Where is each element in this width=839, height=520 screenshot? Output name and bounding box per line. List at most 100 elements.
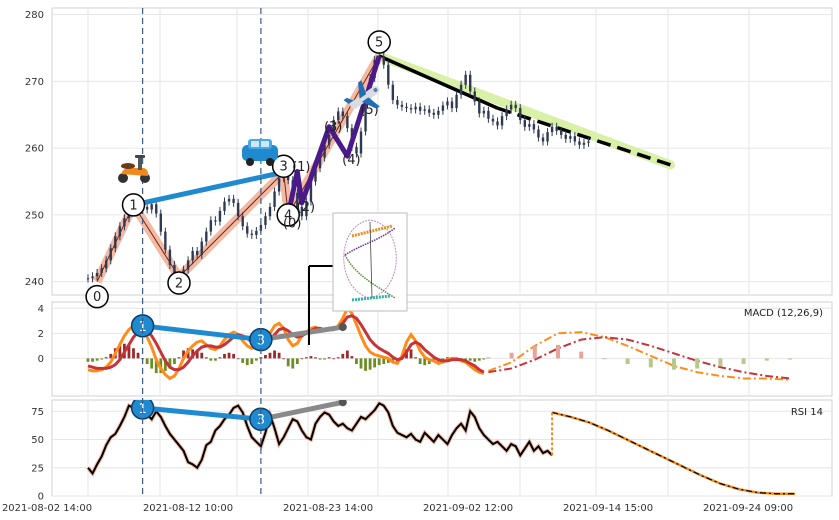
macd-hist-bar [254,358,258,361]
macd-wave-link [140,323,264,343]
candle-body [305,201,308,217]
y-tick-label: 75 [31,407,44,418]
candle-body [259,224,263,231]
wave-point-circle [85,284,109,309]
candle-body [346,116,349,129]
candle-body [218,210,222,222]
candle-body [337,111,340,121]
macd-projection-bar [556,344,560,359]
candle-body [528,124,531,127]
candle-body [236,202,240,217]
scooter-icon [118,155,150,183]
candle-body [309,181,313,202]
macd-wave5-link [258,324,346,343]
candle-body [423,109,426,111]
macd-hist-bar [345,350,349,359]
wave-point-circle [271,154,296,178]
candle-body [209,220,213,232]
candle-body [487,110,490,119]
candle-body [100,268,103,273]
candle-body [191,250,194,261]
rsi-wave5-link [258,400,346,422]
macd-projection [486,331,792,381]
signal-line [87,314,485,374]
macd-hist-bar [382,358,386,365]
candle-body [159,213,162,232]
x-tick-label: 2021-08-12 10:00 [143,503,233,514]
macd-hist-bar [314,357,317,359]
candle-body [496,121,499,126]
macd-projection-bar [672,358,676,370]
candle-body [450,101,454,109]
candle-body [587,141,590,143]
candle-body [391,84,395,101]
macd-title: MACD (12,26,9) [744,308,823,319]
macd-hist-bar [136,352,140,359]
macd-hist-bar [286,358,290,367]
candle-body [145,206,149,210]
macd-hist-bar [414,357,417,359]
candle-body [341,111,344,117]
macd-hist-bar [482,358,486,360]
macd-hist-bar [227,352,231,359]
candle-body [332,120,335,135]
macd-hist-bar [218,357,222,359]
macd-hist-bar [245,358,249,366]
signal-projection-line [488,336,791,380]
candle-body [573,136,577,142]
sub-wave-labels: (0)(1)(2)(3)(4)(5) [283,103,379,231]
x-tick-labels: 2021-08-02 14:00 2021-08-12 10:00 2021-08-… [2,503,793,514]
candle-body [114,236,117,249]
macd-projection-bar [602,358,607,360]
candle-body [359,131,363,154]
candle-body [532,124,536,130]
candle-body [123,218,126,227]
y-tick-label: 50 [31,435,44,446]
candle-body [200,241,203,255]
candle-body [409,108,413,110]
macd-hist-bar [423,358,427,366]
candle-body [232,198,235,203]
macd-hist-bar [236,358,240,360]
car-icon [242,139,278,166]
candle-body [546,132,549,142]
candle-body [164,231,167,250]
macd-hist-bar [109,353,113,359]
candle-body [414,106,417,110]
macd-hist-bar [209,358,213,361]
macd-hist-bar [277,352,281,359]
macd-projection-bar [741,358,746,365]
macd-hist-bar [259,357,263,359]
macd-hist-bar [464,358,468,360]
rsi-title: RSI 14 [791,407,823,418]
candle-body [555,126,558,131]
wave-point-circle [121,193,146,217]
candle-body [578,141,581,145]
wave-pattern-inset [308,212,408,345]
rsi-lines [86,400,795,495]
candle-body [109,248,112,261]
macd-hist-bar [368,358,372,370]
candle-body [464,74,467,85]
candle-body [482,110,486,114]
candle-body [364,98,367,132]
macd-hist-bar [291,358,295,369]
macd-projection-line [488,331,791,381]
candle-body [105,260,108,269]
sub-wave-label: (0) [283,217,301,232]
macd-hist-bar [118,344,122,359]
macd-hist-bar [91,358,94,362]
projection-band [374,51,675,170]
candle-body [523,120,526,127]
candle-body [564,134,567,139]
candle-body [418,106,422,111]
wave-projection [374,51,675,170]
macd-hist-bar [332,358,336,360]
macd-hist-bar [446,357,449,359]
macd-projection-bar [579,351,584,359]
candle-body [250,233,253,235]
candle-body [91,276,94,279]
macd-hist-bar [177,357,181,359]
wave-point-circle [167,271,191,295]
projection-solid [378,54,499,110]
